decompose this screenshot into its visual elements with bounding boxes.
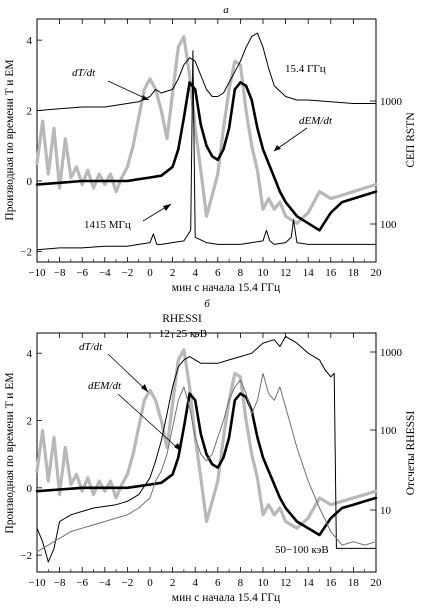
panel-a-ticks <box>36 19 377 262</box>
panel-a-letter: a <box>223 4 229 16</box>
panel-a-arrowhead-dEM <box>274 145 281 151</box>
panel-a-x-axis-label: мин с начала 15.4 ГГц <box>172 282 280 294</box>
series-line-1-0 <box>35 348 378 530</box>
y-tick-label-right: 100 <box>380 425 397 437</box>
panel-b-series <box>35 335 378 563</box>
x-tick-label: −6 <box>76 267 88 279</box>
y-tick-label-left: 0 <box>27 483 33 495</box>
panel-a-annotation-dEM: dEM/dt <box>299 115 333 127</box>
panel-a-arrow-dEM <box>273 127 308 152</box>
x-tick-label: 16 <box>325 577 337 589</box>
panel-b-annotation-dT: dT/dt <box>79 341 103 353</box>
y-tick-label-left: 2 <box>27 416 33 428</box>
y-tick-label-left: 4 <box>27 35 33 47</box>
x-tick-label: 0 <box>147 267 153 279</box>
series-line-1-3 <box>36 372 377 553</box>
panel-b-tick-labels: −10 −8 −6 −4 −2 0 2 4 6 8 10 12 14 16 18 20 −2 0 2 4 10 100 10… <box>20 347 402 589</box>
x-tick-label: 18 <box>348 577 360 589</box>
x-tick-label: 20 <box>371 267 383 279</box>
y-tick-label-left: −2 <box>20 550 32 562</box>
x-tick-label: 20 <box>371 577 383 589</box>
panel-b-title: RHESSI <box>162 313 202 325</box>
panel-b-arrowhead-dT <box>141 384 148 392</box>
x-tick-label: 6 <box>215 267 221 279</box>
x-tick-label: −8 <box>54 577 66 589</box>
x-tick-label: 12 <box>280 267 291 279</box>
panel-a-annotation-15-4: 15.4 ГГц <box>285 63 326 75</box>
y-tick-label-right: 1000 <box>380 96 403 108</box>
panel-b-ticks <box>36 333 377 572</box>
x-tick-label: −4 <box>99 267 111 279</box>
x-tick-label: −2 <box>122 267 134 279</box>
y-tick-label-left: 4 <box>27 348 33 360</box>
series-line-0-3 <box>36 50 377 251</box>
x-tick-label: 6 <box>215 577 221 589</box>
x-tick-label: −4 <box>99 577 111 589</box>
panel-a-tick-labels: −10 −8 −6 −4 −2 0 2 4 6 8 10 12 14 16 18 20 −2 0 2 4 100 1000 <box>20 35 402 279</box>
series-line-1-2 <box>36 335 377 563</box>
x-tick-label: −8 <box>54 267 66 279</box>
panel-b-y-axis-label-left: Производная по времени T и EM <box>4 372 16 533</box>
panel-b-x-axis-label: мин с начала 15.4 ГГц <box>172 592 280 604</box>
x-tick-label: −10 <box>28 267 46 279</box>
x-tick-label: 18 <box>348 267 360 279</box>
x-tick-label: 4 <box>192 267 198 279</box>
panel-b: б RHESSI 12−25 кэВ −10 −8 −6 −4 −2 0 2 4 6 8 10 12 1… <box>4 298 417 604</box>
x-tick-label: 8 <box>238 577 244 589</box>
panel-b-y-axis-label-right: Отсчеты RHESSI <box>405 411 417 496</box>
panel-b-annotation-dEM: dEM/dt <box>88 380 122 392</box>
x-tick-label: 12 <box>280 577 291 589</box>
y-tick-label-left: −2 <box>20 246 32 258</box>
x-tick-label: −2 <box>122 577 134 589</box>
x-tick-label: 8 <box>238 267 244 279</box>
panel-b-letter: б <box>204 298 210 310</box>
panel-b-arrow-dEM <box>117 393 182 452</box>
panel-b-arrowhead-dEM <box>174 443 181 451</box>
y-tick-label-right: 100 <box>380 219 397 231</box>
panel-a-y-axis-label-right: СЕП RSTN <box>405 112 417 168</box>
panel-a-arrow-dT <box>107 80 150 101</box>
y-tick-label-right: 10 <box>380 505 392 517</box>
x-tick-label: −10 <box>28 577 46 589</box>
panel-a-annotation-dT: dT/dt <box>72 67 96 79</box>
x-tick-label: 2 <box>170 577 176 589</box>
x-tick-label: 10 <box>258 577 270 589</box>
series-line-0-1 <box>35 81 378 232</box>
x-tick-label: 2 <box>170 267 176 279</box>
panel-a-arrowhead-1415 <box>163 204 171 211</box>
panel-a: a −10 −8 −6 −4 −2 0 2 4 6 8 10 12 14 16 18 20 −2 0 2 4 100 10… <box>4 4 417 294</box>
x-tick-label: −6 <box>76 577 88 589</box>
series-line-0-0 <box>35 34 378 225</box>
x-tick-label: 14 <box>303 267 315 279</box>
panel-b-arrow-dT <box>107 353 149 393</box>
x-tick-label: 16 <box>325 267 337 279</box>
x-tick-label: 10 <box>258 267 270 279</box>
panel-a-annotation-1415: 1415 МГц <box>84 219 131 231</box>
panel-a-arrowhead-dT <box>142 95 149 100</box>
y-tick-label-left: 0 <box>27 176 33 188</box>
y-tick-label-right: 1000 <box>380 347 403 359</box>
y-tick-label-left: 2 <box>27 106 33 118</box>
panel-a-y-axis-label-left: Производная по времени T и EM <box>4 59 16 220</box>
x-tick-label: 4 <box>192 577 198 589</box>
x-tick-label: 14 <box>303 577 315 589</box>
x-tick-label: 0 <box>147 577 153 589</box>
panel-b-annotation-50-100: 50−100 кэВ <box>275 544 329 556</box>
series-line-1-1 <box>35 392 378 537</box>
panel-b-annotation-12-25: 12−25 кэВ <box>159 328 207 340</box>
